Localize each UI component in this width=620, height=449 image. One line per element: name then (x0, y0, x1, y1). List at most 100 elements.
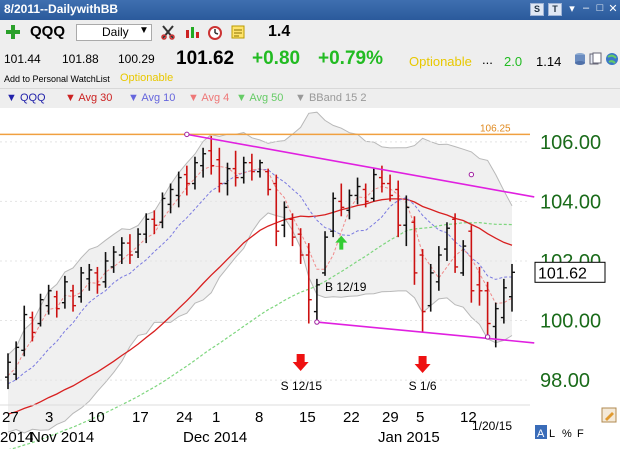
symbol-label[interactable]: QQQ (30, 23, 66, 40)
chart-style-icon[interactable] (184, 24, 200, 40)
indicator-legend: ▼ QQQ ▼ Avg 30 ▼ Avg 10 ▼ Avg 4 ▼ Avg 50 ▼ BB… (0, 88, 620, 108)
footer-button-l[interactable]: L (549, 428, 555, 440)
price-bar (21, 305, 28, 357)
price-bar (468, 225, 475, 303)
trendline-anchor (184, 131, 190, 138)
price-bar (419, 249, 426, 333)
quote-value-2: 1.14 (536, 54, 562, 69)
price-bar (102, 252, 109, 288)
x-day-tick: 10 (88, 409, 105, 426)
price-bar (435, 246, 442, 291)
annotations: B 12/19 S 12/15 S 1/6 (281, 235, 437, 393)
quote-bar: 101.44 101.88 100.29 101.62 +0.80 +0.79%… (0, 44, 620, 88)
s-badge-button[interactable]: S (530, 3, 544, 16)
high-price: 101.88 (62, 52, 99, 66)
price-bar (500, 278, 507, 324)
close-icon[interactable]: ✕ (608, 3, 618, 15)
price-bar (281, 201, 288, 238)
price-bar (135, 228, 142, 258)
legend-item-avg-50[interactable]: ▼ Avg 50 (236, 92, 284, 104)
price-increment-value: 1.4 (268, 23, 291, 40)
legend-item-avg-30[interactable]: ▼ Avg 30 (65, 92, 113, 104)
pencil-icon (601, 407, 617, 423)
x-month-label: Dec 2014 (183, 429, 247, 446)
legend-item-avg-10[interactable]: ▼ Avg 10 (128, 92, 176, 104)
x-day-tick: 3 (45, 409, 53, 426)
trendlines (184, 131, 535, 344)
low-price: 100.29 (118, 52, 155, 66)
upper-trendline (186, 133, 535, 198)
window-title: 8/2011--DailywithBB (4, 2, 119, 16)
price-bar (240, 156, 247, 184)
footer-button-f[interactable]: F (577, 428, 584, 440)
price-bar (297, 228, 304, 264)
more-dots[interactable]: ... (482, 52, 493, 67)
price-change-percent: +0.79% (318, 48, 383, 69)
current-price-label: 101.62 (538, 265, 587, 282)
price-bar (110, 246, 117, 273)
price-bar (29, 311, 36, 342)
x-day-tick: 22 (343, 409, 360, 426)
menu-dropdown-icon[interactable]: ▾ (569, 3, 575, 15)
price-bar (191, 156, 198, 190)
x-day-tick: 1 (212, 409, 220, 426)
price-bar (484, 281, 491, 336)
minimize-icon[interactable]: – (582, 2, 590, 14)
price-change: +0.80 (252, 48, 301, 69)
open-price: 101.44 (4, 52, 41, 66)
bollinger-lower-line (7, 212, 513, 434)
price-bar (94, 266, 101, 294)
x-month-label: Nov 2014 (30, 429, 94, 446)
price-bar (5, 353, 11, 390)
lower-trendline (316, 321, 535, 344)
legend-item-qqq[interactable]: ▼ QQQ (6, 92, 46, 104)
sell-arrow-icon (414, 356, 431, 373)
x-date-label: 1/20/15 (472, 419, 512, 433)
legend-item-bband-15-2[interactable]: ▼ BBand 15 2 (295, 92, 367, 104)
price-bar (395, 180, 402, 238)
alarm-clock-icon[interactable] (207, 24, 223, 40)
resistance-label: 106.25 (480, 123, 511, 134)
buy-arrow-icon (335, 235, 348, 250)
price-chart[interactable]: 106.25 B 12/19 S 12/15 S 1/6 106.00 104.00 1… (0, 108, 620, 449)
sell-annotation-label: S 12/15 (281, 379, 323, 393)
price-bar (387, 174, 394, 202)
period-select[interactable]: Daily (76, 24, 152, 41)
price-bar (200, 147, 207, 178)
legend-item-avg-4[interactable]: ▼ Avg 4 (188, 92, 230, 104)
add-plus-icon[interactable] (5, 24, 21, 40)
trendline-anchor (314, 319, 320, 325)
price-bar (427, 263, 434, 312)
maximize-icon[interactable]: □ (596, 2, 604, 14)
price-bar (53, 290, 60, 318)
price-bar (509, 263, 515, 312)
price-bar (232, 150, 239, 187)
price-bar (61, 275, 68, 309)
footer-button-percent[interactable]: % (562, 428, 572, 440)
add-to-watchlist-link[interactable]: Add to Personal WatchList (4, 74, 110, 84)
price-bar (143, 213, 150, 244)
price-bar (289, 213, 296, 247)
t-badge-button[interactable]: T (548, 3, 562, 16)
optionable-small-label: Optionable (120, 72, 174, 84)
x-partial-label: 2014 (0, 429, 33, 446)
pages-icon[interactable] (588, 52, 604, 68)
scissors-tools-icon[interactable] (160, 24, 176, 40)
database-icon[interactable] (572, 52, 588, 68)
price-bar (151, 210, 158, 235)
price-bar (476, 266, 483, 306)
y-tick-label: 104.00 (540, 191, 601, 213)
footer-button-a[interactable]: A (537, 428, 545, 440)
globe-icon[interactable] (604, 52, 620, 68)
period-dropdown-icon[interactable]: ▼ (139, 25, 149, 36)
x-day-tick: 24 (176, 409, 193, 426)
price-bar (322, 231, 329, 276)
sell-annotation-label: S 1/6 (409, 379, 437, 393)
x-day-tick: 15 (299, 409, 316, 426)
x-day-tick: 29 (382, 409, 399, 426)
x-month-label: Jan 2015 (378, 429, 440, 446)
notes-icon[interactable] (230, 24, 246, 40)
bollinger-band (7, 111, 513, 434)
chart-gridlines (0, 141, 530, 381)
